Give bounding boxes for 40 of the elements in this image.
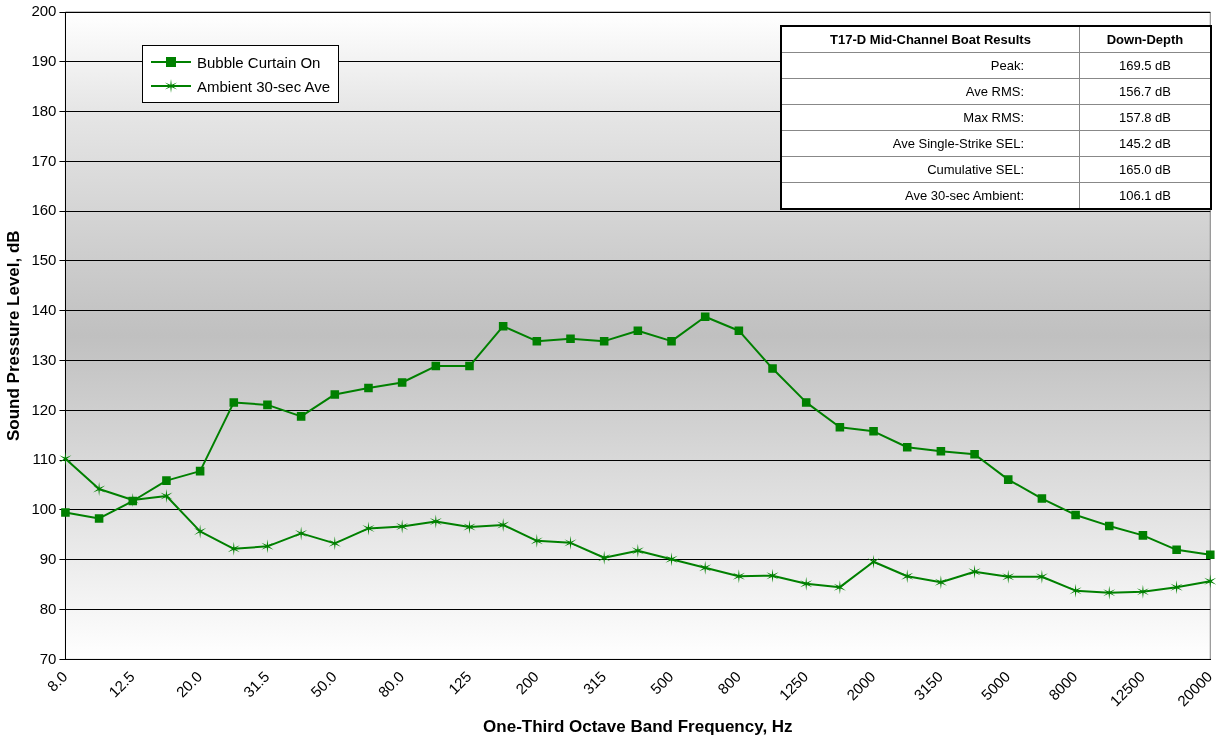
x-tick-label: 50.0 xyxy=(307,667,340,701)
y-tick-label: 100 xyxy=(31,500,57,518)
annotation: Ave RMS: xyxy=(781,78,1080,105)
x-tick-label: 500 xyxy=(646,667,677,698)
annotation: 106.1 dB xyxy=(1079,182,1211,209)
x-axis-title: One-Third Octave Band Frequency, Hz xyxy=(483,717,793,737)
y-tick-label: 160 xyxy=(31,201,57,219)
y-tick-label: 140 xyxy=(31,300,57,318)
x-tick-label: 315 xyxy=(579,667,610,698)
legend-label: Ambient 30-sec Ave xyxy=(197,77,331,95)
y-tick-label: 150 xyxy=(31,251,57,269)
x-tick-label: 125 xyxy=(444,667,475,698)
x-tick-label: 80.0 xyxy=(374,667,408,701)
legend-label: Bubble Curtain On xyxy=(197,53,321,71)
y-tick-label: 170 xyxy=(31,151,57,169)
annotation: 165.0 dB xyxy=(1079,156,1211,183)
y-tick-label: 190 xyxy=(31,51,57,69)
annotation: 156.7 dB xyxy=(1079,78,1211,105)
annotation: Ave 30-sec Ambient: xyxy=(781,182,1080,209)
y-tick-label: 110 xyxy=(32,450,57,468)
x-tick-label: 200 xyxy=(512,667,542,698)
y-axis-title: Sound Pressure Level, dB xyxy=(3,230,23,442)
y-tick-label: 70 xyxy=(39,649,57,667)
y-tick-label: 130 xyxy=(31,350,57,368)
y-tick-label: 80 xyxy=(39,599,57,617)
annotation: 145.2 dB xyxy=(1079,130,1211,157)
annotation: 169.5 dB xyxy=(1079,52,1211,79)
x-tick-label: 8.0 xyxy=(43,667,71,695)
y-tick-label: 200 xyxy=(31,2,57,20)
annotation: Max RMS: xyxy=(781,104,1080,131)
annotation: Cumulative SEL: xyxy=(781,156,1080,183)
annotation: Ave Single-Strike SEL: xyxy=(781,130,1080,157)
annotation: Down-Depth xyxy=(1079,26,1211,53)
x-tick-label: 800 xyxy=(714,667,744,698)
annotation: 157.8 dB xyxy=(1079,104,1211,131)
annotation: T17-D Mid-Channel Boat Results xyxy=(781,26,1080,53)
annotation: Peak: xyxy=(781,52,1080,79)
y-tick-label: 180 xyxy=(31,101,57,119)
y-tick-label: 120 xyxy=(31,400,57,418)
y-tick-label: 90 xyxy=(39,549,57,567)
